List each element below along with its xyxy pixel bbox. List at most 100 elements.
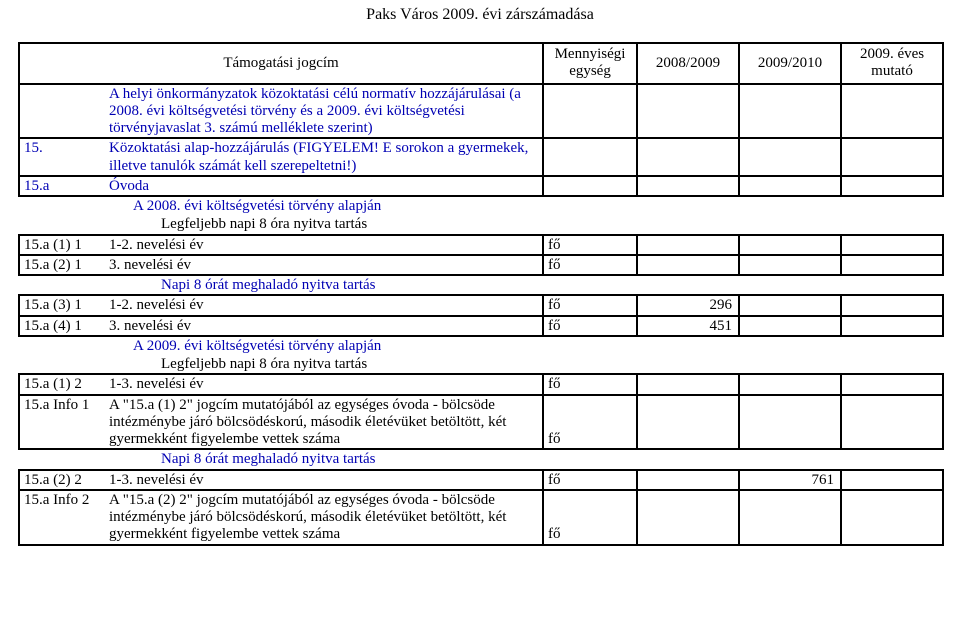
row-desc: A helyi önkormányzatok közoktatási célú … [105, 84, 543, 139]
row-desc: A 2009. évi költségvetési törvény alapjá… [105, 336, 543, 355]
row-unit: fő [543, 255, 637, 275]
row-y1: 451 [637, 316, 739, 336]
row-y3 [841, 215, 943, 234]
row-y2 [739, 449, 841, 469]
row-y2 [739, 490, 841, 545]
row-y2 [739, 215, 841, 234]
row-y2 [739, 176, 841, 196]
table-row: A helyi önkormányzatok közoktatási célú … [19, 84, 943, 139]
row-code [19, 336, 105, 355]
table-row: 15.a (1) 11-2. nevelési évfő [19, 235, 943, 255]
row-y3 [841, 449, 943, 469]
row-y1 [637, 395, 739, 450]
row-code [19, 449, 105, 469]
row-code: 15.a (4) 1 [19, 316, 105, 336]
row-y3 [841, 295, 943, 315]
table-row: A 2008. évi költségvetési törvény alapjá… [19, 196, 943, 215]
row-code: 15.a Info 1 [19, 395, 105, 450]
table-row: Napi 8 órát meghaladó nyitva tartás [19, 449, 943, 469]
row-desc: Közoktatási alap-hozzájárulás (FIGYELEM!… [105, 138, 543, 176]
row-code: 15.a (2) 1 [19, 255, 105, 275]
row-y1 [637, 196, 739, 215]
row-y3 [841, 355, 943, 374]
row-y3 [841, 255, 943, 275]
row-code: 15. [19, 138, 105, 176]
row-desc: Óvoda [105, 176, 543, 196]
row-y1 [637, 355, 739, 374]
row-y2 [739, 355, 841, 374]
row-desc: 1-3. nevelési év [105, 374, 543, 394]
row-y2 [739, 295, 841, 315]
row-y1 [637, 449, 739, 469]
row-y2 [739, 138, 841, 176]
row-unit: fő [543, 470, 637, 490]
row-code [19, 275, 105, 295]
row-desc: Napi 8 órát meghaladó nyitva tartás [105, 275, 543, 295]
table-row: A 2009. évi költségvetési törvény alapjá… [19, 336, 943, 355]
row-code: 15.a (3) 1 [19, 295, 105, 315]
row-y3 [841, 490, 943, 545]
table-row: 15.a (2) 13. nevelési évfő [19, 255, 943, 275]
row-y1 [637, 374, 739, 394]
row-unit [543, 355, 637, 374]
table-row: Legfeljebb napi 8 óra nyitva tartás [19, 215, 943, 234]
row-y3 [841, 316, 943, 336]
row-code [19, 355, 105, 374]
row-code [19, 215, 105, 234]
row-y3 [841, 275, 943, 295]
table-row: 15.aÓvoda [19, 176, 943, 196]
table-row: 15.Közoktatási alap-hozzájárulás (FIGYEL… [19, 138, 943, 176]
row-y3 [841, 336, 943, 355]
col-y3: 2009. éves mutató [841, 43, 943, 84]
page-title: Paks Város 2009. évi zárszámadása [18, 6, 942, 24]
row-y1: 296 [637, 295, 739, 315]
row-y2 [739, 374, 841, 394]
table-header: Támogatási jogcímMennyiségi egység2008/2… [19, 43, 943, 84]
row-y2 [739, 84, 841, 139]
row-unit [543, 449, 637, 469]
row-desc: A "15.a (2) 2" jogcím mutatójából az egy… [105, 490, 543, 545]
row-y2 [739, 255, 841, 275]
row-y1 [637, 176, 739, 196]
row-unit: fő [543, 316, 637, 336]
row-y1 [637, 235, 739, 255]
row-desc: 3. nevelési év [105, 316, 543, 336]
row-unit [543, 215, 637, 234]
table-row: 15.a (2) 21-3. nevelési évfő761 [19, 470, 943, 490]
row-unit [543, 176, 637, 196]
row-desc: Legfeljebb napi 8 óra nyitva tartás [105, 355, 543, 374]
col-y1: 2008/2009 [637, 43, 739, 84]
row-y3 [841, 470, 943, 490]
row-y3 [841, 176, 943, 196]
row-y3 [841, 196, 943, 215]
row-code: 15.a Info 2 [19, 490, 105, 545]
row-y2 [739, 196, 841, 215]
budget-table: Támogatási jogcímMennyiségi egység2008/2… [18, 42, 944, 546]
table-row: 15.a (1) 21-3. nevelési évfő [19, 374, 943, 394]
col-unit: Mennyiségi egység [543, 43, 637, 84]
row-y2: 761 [739, 470, 841, 490]
row-y3 [841, 395, 943, 450]
row-desc: Napi 8 órát meghaladó nyitva tartás [105, 449, 543, 469]
table-row: 15.a (4) 13. nevelési évfő451 [19, 316, 943, 336]
row-y3 [841, 235, 943, 255]
row-code [19, 84, 105, 139]
row-y2 [739, 275, 841, 295]
row-unit [543, 84, 637, 139]
col-y2: 2009/2010 [739, 43, 841, 84]
row-desc: A "15.a (1) 2" jogcím mutatójából az egy… [105, 395, 543, 450]
row-unit: fő [543, 374, 637, 394]
row-unit [543, 196, 637, 215]
table-row: Legfeljebb napi 8 óra nyitva tartás [19, 355, 943, 374]
table-row: 15.a Info 2A "15.a (2) 2" jogcím mutatój… [19, 490, 943, 545]
row-desc: 3. nevelési év [105, 255, 543, 275]
row-unit: fő [543, 395, 637, 450]
row-desc: 1-2. nevelési év [105, 235, 543, 255]
row-y1 [637, 138, 739, 176]
row-y2 [739, 316, 841, 336]
table-row: 15.a (3) 11-2. nevelési évfő296 [19, 295, 943, 315]
row-desc: 1-2. nevelési év [105, 295, 543, 315]
row-y1 [637, 336, 739, 355]
row-y1 [637, 255, 739, 275]
row-y1 [637, 215, 739, 234]
